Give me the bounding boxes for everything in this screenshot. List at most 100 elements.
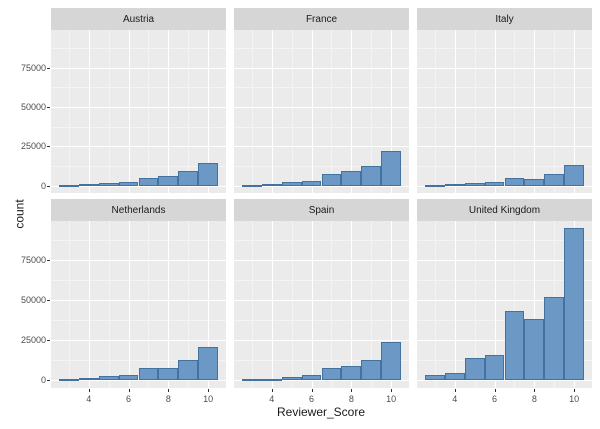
x-tick-label: 6 <box>309 394 315 404</box>
gridline-horizontal <box>234 360 409 362</box>
histogram-bar <box>424 375 445 381</box>
gridline-vertical <box>454 30 456 193</box>
facet-panel-france <box>234 30 409 193</box>
x-tick-mark <box>168 389 170 392</box>
histogram-bar <box>424 184 445 187</box>
histogram-bar <box>301 181 322 186</box>
gridline-horizontal <box>417 48 592 50</box>
gridline-vertical <box>514 221 516 388</box>
gridline-vertical <box>534 221 536 388</box>
y-tick-mark <box>47 146 50 148</box>
x-tick-label: 8 <box>165 394 171 404</box>
y-tick-label: 50000 <box>20 102 46 113</box>
facet-strip-label: Spain <box>308 204 335 216</box>
y-tick-mark <box>47 259 50 261</box>
facet-panel-netherlands <box>51 221 226 388</box>
histogram-bar <box>78 184 99 187</box>
x-tick-label: 10 <box>569 394 580 404</box>
facet-strip-austria: Austria <box>51 8 226 30</box>
gridline-horizontal <box>234 299 409 301</box>
gridline-horizontal <box>51 146 226 148</box>
x-tick-mark <box>271 389 273 392</box>
histogram-bar <box>58 184 79 187</box>
histogram-bar <box>261 378 282 381</box>
histogram-bar <box>484 355 505 381</box>
gridline-horizontal <box>234 239 409 241</box>
gridline-horizontal <box>51 279 226 281</box>
histogram-bar <box>564 228 585 381</box>
histogram-bar <box>58 379 79 382</box>
x-tick-label: 4 <box>86 394 92 404</box>
gridline-vertical <box>68 221 70 388</box>
gridline-horizontal <box>234 380 409 382</box>
x-tick-label: 10 <box>386 394 397 404</box>
histogram-bar <box>341 366 362 381</box>
gridline-vertical <box>128 30 130 193</box>
histogram-bar <box>118 374 139 381</box>
gridline-vertical <box>188 221 190 388</box>
gridline-horizontal <box>417 87 592 89</box>
histogram-bar <box>321 367 342 381</box>
histogram-bar <box>444 372 465 381</box>
x-tick-mark <box>208 389 210 392</box>
histogram-bar <box>198 346 219 381</box>
facet-strip-united-kingdom: United Kingdom <box>417 199 592 221</box>
gridline-horizontal <box>234 259 409 261</box>
x-tick-label: 4 <box>452 394 458 404</box>
gridline-horizontal <box>234 87 409 89</box>
x-tick-label: 6 <box>126 394 132 404</box>
histogram-bar <box>261 184 282 187</box>
gridline-horizontal <box>51 259 226 261</box>
histogram-bar <box>301 375 322 381</box>
histogram-bar <box>78 378 99 381</box>
histogram-bar <box>158 368 179 381</box>
facet-strip-label: Austria <box>122 13 155 25</box>
facet-panel-italy <box>417 30 592 193</box>
gridline-vertical <box>331 30 333 193</box>
y-tick-label: 50000 <box>20 294 46 305</box>
gridline-horizontal <box>234 146 409 148</box>
gridline-vertical <box>108 221 110 388</box>
histogram-bar <box>178 171 199 186</box>
gridline-vertical <box>434 221 436 388</box>
histogram-bar <box>544 297 565 381</box>
gridline-vertical <box>208 30 210 193</box>
gridline-vertical <box>148 30 150 193</box>
gridline-vertical <box>331 221 333 388</box>
gridline-vertical <box>351 30 353 193</box>
histogram-bar <box>198 163 219 186</box>
gridline-horizontal <box>417 380 592 382</box>
gridline-vertical <box>371 221 373 388</box>
histogram-bar <box>98 376 119 381</box>
gridline-vertical <box>168 30 170 193</box>
x-tick-label: 4 <box>269 394 275 404</box>
gridline-vertical <box>474 221 476 388</box>
x-tick-mark <box>391 389 393 392</box>
gridline-vertical <box>494 221 496 388</box>
gridline-vertical <box>514 30 516 193</box>
y-tick-label: 75000 <box>20 62 46 73</box>
histogram-bar <box>381 151 402 186</box>
gridline-horizontal <box>51 320 226 322</box>
facet-strip-label: Netherlands <box>111 204 166 216</box>
facet-strip-label: Italy <box>495 13 514 25</box>
histogram-bar <box>504 310 525 381</box>
x-axis-title: Reviewer_Score <box>276 405 366 419</box>
gridline-vertical <box>188 30 190 193</box>
histogram-bar <box>464 182 485 186</box>
gridline-horizontal <box>234 340 409 342</box>
y-tick-label: 75000 <box>20 254 46 265</box>
gridline-horizontal <box>417 279 592 281</box>
y-tick-label: 0 <box>40 375 46 386</box>
gridline-horizontal <box>51 360 226 362</box>
histogram-bar <box>281 377 302 381</box>
x-tick-mark <box>454 389 456 392</box>
histogram-bar <box>524 319 545 381</box>
x-tick-mark <box>88 389 90 392</box>
x-tick-label: 10 <box>203 394 214 404</box>
histogram-bar <box>241 379 262 382</box>
histogram-bar <box>118 182 139 186</box>
x-tick-mark <box>311 389 313 392</box>
gridline-horizontal <box>417 146 592 148</box>
